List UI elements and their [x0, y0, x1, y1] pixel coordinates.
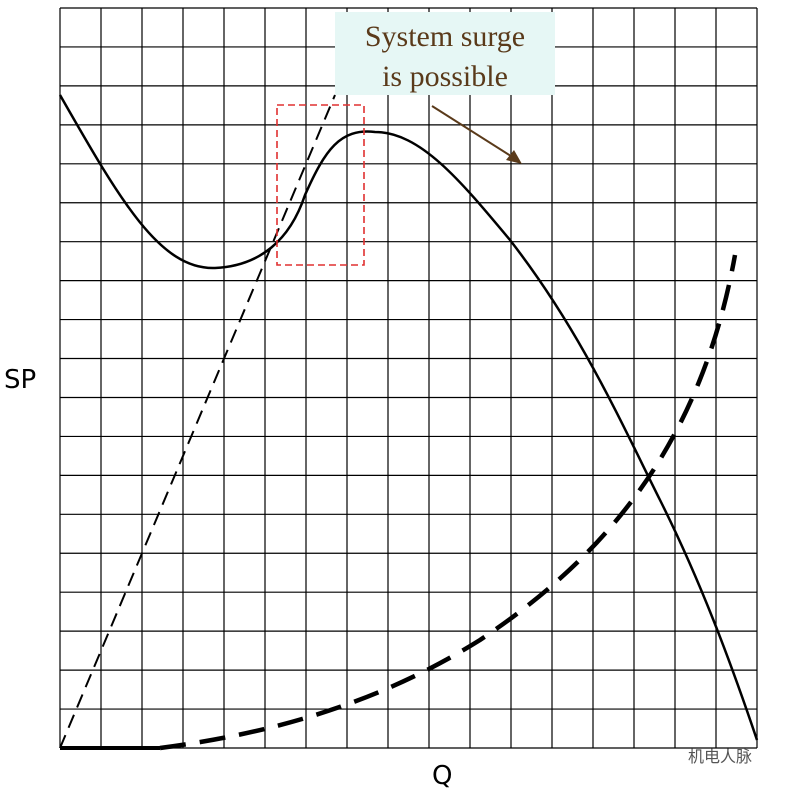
surge-line	[59, 94, 336, 749]
x-axis-label: Q	[432, 761, 452, 790]
annotation-line: is possible	[382, 60, 508, 93]
annotation-arrow	[431, 105, 515, 159]
annotation-line: System surge	[365, 20, 525, 53]
surge-zone	[276, 104, 365, 266]
grid	[59, 7, 758, 749]
annotation-box	[335, 12, 555, 95]
watermark: 机电人脉	[688, 747, 752, 766]
pump-curve	[58, 94, 759, 741]
y-axis-label: SP	[4, 365, 36, 395]
system-curve	[159, 254, 738, 751]
arrow-head	[506, 150, 522, 164]
